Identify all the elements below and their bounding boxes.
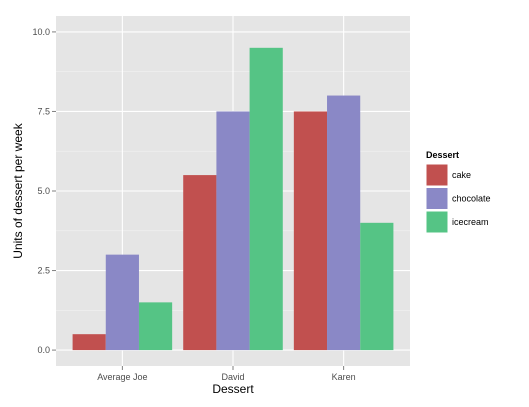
bar-chocolate — [105, 254, 139, 351]
legend-key-cake — [425, 163, 449, 187]
bar-icecream — [249, 47, 283, 351]
y-axis-title: Units of dessert per week — [11, 122, 25, 258]
bar-icecream — [360, 222, 394, 351]
legend-key-icecream — [425, 210, 449, 234]
bar-cake — [183, 175, 217, 351]
bar-chocolate — [216, 111, 250, 351]
legend-label-chocolate: chocolate — [452, 194, 491, 204]
x-tick-label: Average Joe — [97, 372, 147, 382]
y-tick-label: 7.5 — [37, 106, 50, 116]
bar-cake — [72, 334, 106, 351]
x-tick-label: David — [221, 372, 244, 382]
y-tick-label: 2.5 — [37, 266, 50, 276]
x-tick-label: Karen — [332, 372, 356, 382]
y-tick-label: 0.0 — [37, 345, 50, 355]
y-tick-label: 10.0 — [32, 27, 50, 37]
bar-chocolate — [327, 95, 361, 351]
y-axis: 0.0 2.5 5.0 7.5 10.0 — [32, 27, 56, 355]
y-tick-label: 5.0 — [37, 186, 50, 196]
legend: Dessert cake chocolate icecream — [425, 150, 491, 234]
bar-cake — [293, 111, 328, 351]
bar-icecream — [138, 302, 173, 351]
legend-label-icecream: icecream — [452, 217, 489, 227]
x-axis-title: Dessert — [212, 382, 254, 396]
x-axis: Average Joe David Karen — [97, 366, 356, 382]
legend-label-cake: cake — [452, 170, 471, 180]
bars — [72, 47, 394, 351]
legend-title: Dessert — [426, 150, 459, 160]
legend-key-chocolate — [425, 187, 449, 210]
